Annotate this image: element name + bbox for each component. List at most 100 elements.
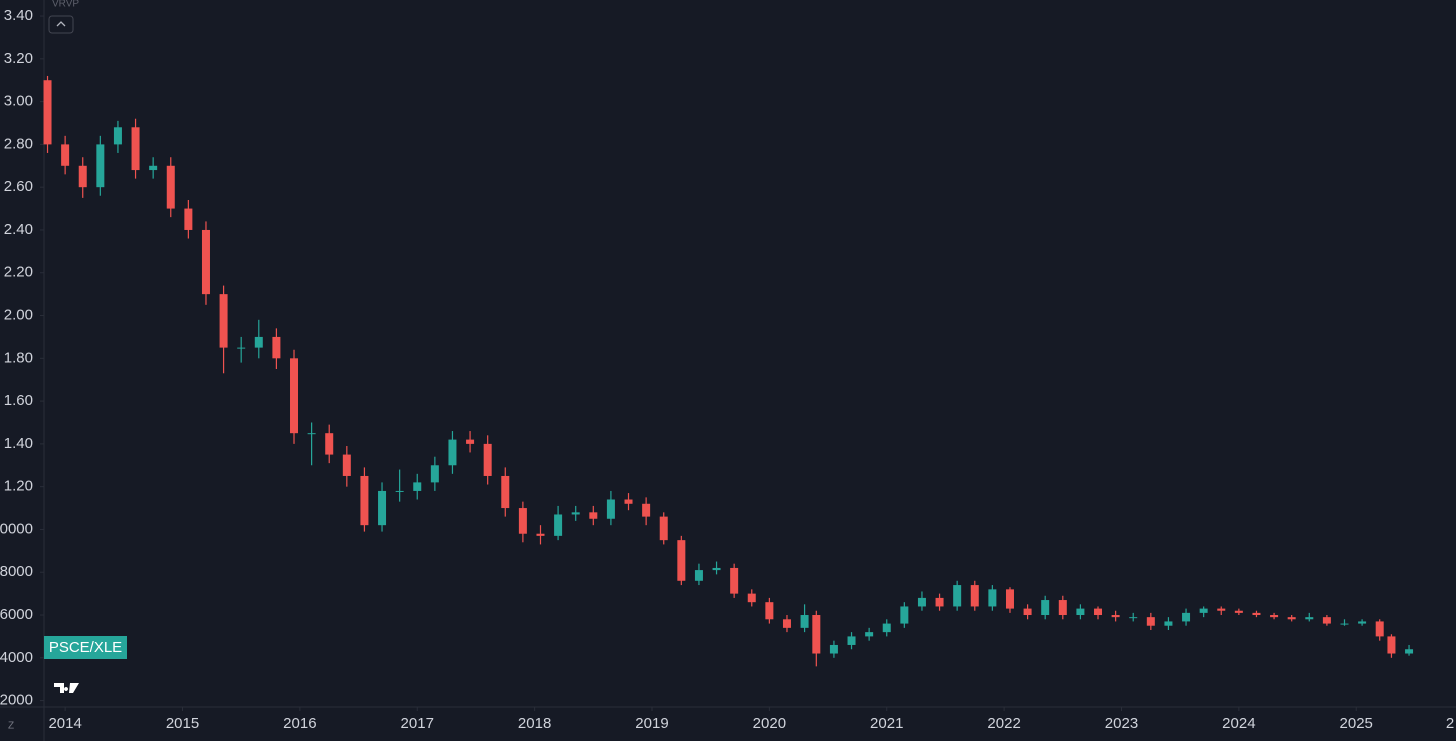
timezone-label: Z bbox=[8, 721, 14, 732]
candle-body bbox=[254, 336, 263, 348]
candle-body bbox=[272, 336, 281, 359]
candle-body bbox=[43, 80, 52, 145]
symbol-label: PSCE/XLE bbox=[49, 639, 122, 656]
candle-body bbox=[1058, 600, 1067, 616]
candle-body bbox=[988, 589, 997, 607]
candle-body bbox=[201, 229, 210, 295]
candle-body bbox=[782, 619, 791, 628]
candle-body bbox=[483, 443, 492, 476]
candle-body bbox=[1041, 600, 1050, 616]
candle-body bbox=[1340, 623, 1349, 625]
indicator-label: VRVP bbox=[52, 0, 79, 10]
candle-body bbox=[1111, 615, 1120, 618]
y-tick-label: 4000 bbox=[0, 649, 33, 666]
y-tick-label: 2.20 bbox=[4, 264, 33, 281]
candle-body bbox=[166, 165, 175, 209]
candle-body bbox=[829, 644, 838, 654]
y-tick-label: 3.40 bbox=[4, 7, 33, 24]
candle-body bbox=[1270, 615, 1279, 618]
candle-body bbox=[61, 144, 70, 166]
candle-body bbox=[78, 165, 87, 188]
y-tick-label: 2.60 bbox=[4, 178, 33, 195]
y-tick-label: 3.20 bbox=[4, 50, 33, 67]
y-tick-label: 0000 bbox=[0, 520, 33, 537]
x-tick-label: 2021 bbox=[870, 715, 903, 732]
x-tick-label: 2025 bbox=[1340, 715, 1373, 732]
candle-body bbox=[395, 490, 404, 492]
candle-body bbox=[970, 585, 979, 607]
x-tick-label: 2020 bbox=[753, 715, 786, 732]
candle-body bbox=[325, 433, 334, 455]
candle-body bbox=[765, 602, 774, 620]
candle-body bbox=[1005, 589, 1014, 609]
candle-body bbox=[900, 606, 909, 624]
candle-body bbox=[1305, 617, 1314, 620]
candle-body bbox=[466, 439, 475, 444]
y-tick-label: 1.40 bbox=[4, 435, 33, 452]
candle-body bbox=[1199, 608, 1208, 613]
x-tick-label: 2017 bbox=[401, 715, 434, 732]
candle-body bbox=[642, 503, 651, 517]
candle-body bbox=[237, 347, 246, 349]
candle-body bbox=[1405, 649, 1414, 654]
y-tick-label: 8000 bbox=[0, 563, 33, 580]
candle-body bbox=[571, 512, 580, 515]
candle-body bbox=[536, 533, 545, 536]
candle-body bbox=[659, 516, 668, 541]
collapse-button[interactable] bbox=[48, 15, 74, 34]
candle-body bbox=[1094, 608, 1103, 616]
candle-body bbox=[1252, 612, 1261, 616]
y-tick-label: 3.00 bbox=[4, 93, 33, 110]
y-tick-label: 2000 bbox=[0, 692, 33, 709]
candle-body bbox=[378, 490, 387, 526]
candle-body bbox=[1164, 621, 1173, 626]
candle-body bbox=[131, 127, 140, 171]
candle-body bbox=[149, 165, 158, 171]
y-tick-label: 2.40 bbox=[4, 221, 33, 238]
candle-body bbox=[448, 439, 457, 466]
candle-body bbox=[290, 358, 299, 434]
candle-body bbox=[1387, 636, 1396, 654]
candle-body bbox=[1234, 610, 1243, 613]
x-tick-label: 2 bbox=[1446, 715, 1454, 732]
candle-body bbox=[1129, 617, 1138, 619]
candle-body bbox=[96, 144, 105, 188]
candle-body bbox=[624, 499, 633, 504]
x-tick-label: 2022 bbox=[987, 715, 1020, 732]
candle-body bbox=[1217, 608, 1226, 611]
symbol-badge bbox=[44, 636, 127, 659]
candle-body bbox=[554, 514, 563, 536]
candle-body bbox=[1375, 621, 1384, 637]
candle-body bbox=[953, 585, 962, 607]
x-tick-label: 2024 bbox=[1222, 715, 1255, 732]
x-tick-label: 2014 bbox=[48, 715, 81, 732]
candle-body bbox=[800, 615, 809, 628]
candle-body bbox=[847, 636, 856, 645]
x-tick-label: 2023 bbox=[1105, 715, 1138, 732]
x-tick-label: 2015 bbox=[166, 715, 199, 732]
candle-body bbox=[360, 475, 369, 526]
candle-body bbox=[1146, 617, 1155, 626]
candle-body bbox=[413, 482, 422, 491]
candle-body bbox=[501, 475, 510, 509]
candle-body bbox=[1182, 612, 1191, 622]
candle-body bbox=[747, 593, 756, 603]
x-tick-label: 2016 bbox=[283, 715, 316, 732]
candle-body bbox=[1287, 617, 1296, 620]
candle-body bbox=[307, 433, 316, 435]
y-tick-label: 1.60 bbox=[4, 392, 33, 409]
candle-body bbox=[342, 454, 351, 476]
candle-body bbox=[917, 597, 926, 607]
y-tick-label: 2.80 bbox=[4, 135, 33, 152]
candle-body bbox=[606, 499, 615, 519]
candle-body bbox=[219, 294, 228, 348]
collapse-icon bbox=[56, 21, 66, 27]
candle-body bbox=[1358, 621, 1367, 624]
candle-body bbox=[812, 615, 821, 654]
candle-body bbox=[694, 570, 703, 581]
candle-body bbox=[1023, 608, 1032, 616]
candle-body bbox=[882, 623, 891, 633]
